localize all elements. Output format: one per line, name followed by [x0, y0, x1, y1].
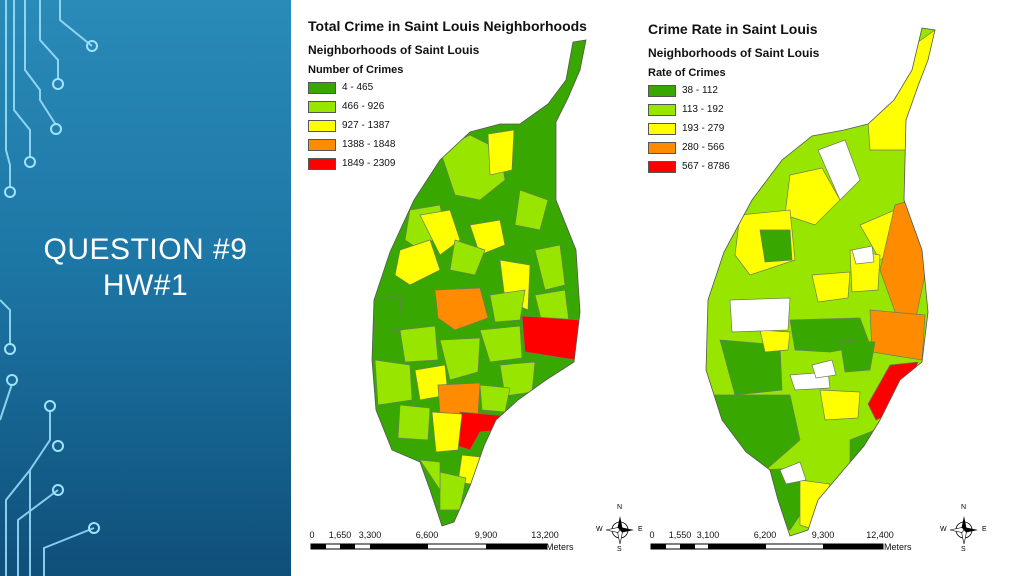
legend-swatch [308, 120, 336, 132]
scale-bar-graphic [650, 543, 884, 550]
legend-label: 193 - 279 [682, 123, 725, 134]
compass-s: S [617, 546, 622, 553]
legend-swatch [308, 158, 336, 170]
map-subtitle: Neighborhoods of Saint Louis [648, 46, 820, 60]
legend-swatch [648, 85, 676, 97]
scale-tick: 6,600 [415, 530, 439, 540]
compass-rose: N S W E [940, 504, 987, 553]
scale-tick: 9,300 [811, 530, 835, 540]
compass-n: N [617, 504, 623, 511]
legend-heading: Rate of Crimes [648, 67, 726, 79]
choropleth-map [371, 39, 587, 527]
scale-bar-graphic [310, 543, 548, 550]
compass-n: N [961, 504, 967, 511]
legend-label: 280 - 566 [682, 142, 725, 153]
legend-label: 113 - 192 [682, 104, 724, 115]
legend-label: 38 - 112 [682, 85, 718, 96]
legend-label: 1388 - 1848 [342, 139, 396, 150]
slide-title: QUESTION #9 HW#1 [0, 232, 291, 304]
slide-title-line1: QUESTION #9 [43, 233, 248, 266]
legend-label: 466 - 926 [342, 101, 385, 112]
legend-heading: Number of Crimes [308, 64, 404, 76]
legend-swatch [308, 101, 336, 113]
choropleth-map [705, 27, 936, 537]
legend-swatch [648, 142, 676, 154]
scale-unit: Meters [546, 542, 574, 552]
scale-tick: 1,650 [328, 530, 352, 540]
map-total-crime: Total Crime in Saint Louis Neighborhoods… [300, 0, 643, 576]
scale-tick: 3,100 [696, 530, 720, 540]
scale-tick: 6,200 [753, 530, 777, 540]
circuit-decoration [0, 0, 100, 576]
compass-rose-icon [605, 516, 634, 545]
compass-rose-icon [949, 516, 978, 545]
scale-tick: 1,550 [668, 530, 692, 540]
legend-label: 1849 - 2309 [342, 158, 396, 169]
legend-swatch [308, 82, 336, 94]
legend-swatch [648, 123, 676, 135]
legend-label: 4 - 465 [342, 82, 374, 93]
compass-rose: N S W E [596, 504, 643, 553]
scale-tick: 0 [309, 530, 315, 540]
legend-label: 567 - 8786 [682, 161, 730, 172]
compass-w: W [940, 526, 947, 533]
legend-swatch [648, 161, 676, 173]
scale-tick: 13,200 [531, 530, 559, 540]
legend-swatch [308, 139, 336, 151]
map-crime-rate: Crime Rate in Saint Louis Neighborhoods … [640, 0, 1024, 576]
map-subtitle: Neighborhoods of Saint Louis [308, 43, 480, 57]
compass-e: E [982, 526, 987, 533]
compass-e: E [638, 526, 643, 533]
scale-tick: 0 [649, 530, 655, 540]
legend-label: 927 - 1387 [342, 120, 390, 131]
map-title: Total Crime in Saint Louis Neighborhoods [308, 18, 587, 34]
scale-tick: 12,400 [866, 530, 894, 540]
slide-title-line2: HW#1 [102, 269, 189, 302]
compass-w: W [596, 526, 603, 533]
scale-unit: Meters [884, 542, 912, 552]
legend-swatch [648, 104, 676, 116]
compass-s: S [961, 546, 966, 553]
slide-side-panel: QUESTION #9 HW#1 [0, 0, 291, 576]
scale-tick: 3,300 [358, 530, 382, 540]
scale-tick: 9,900 [474, 530, 498, 540]
map-title: Crime Rate in Saint Louis [648, 21, 818, 37]
